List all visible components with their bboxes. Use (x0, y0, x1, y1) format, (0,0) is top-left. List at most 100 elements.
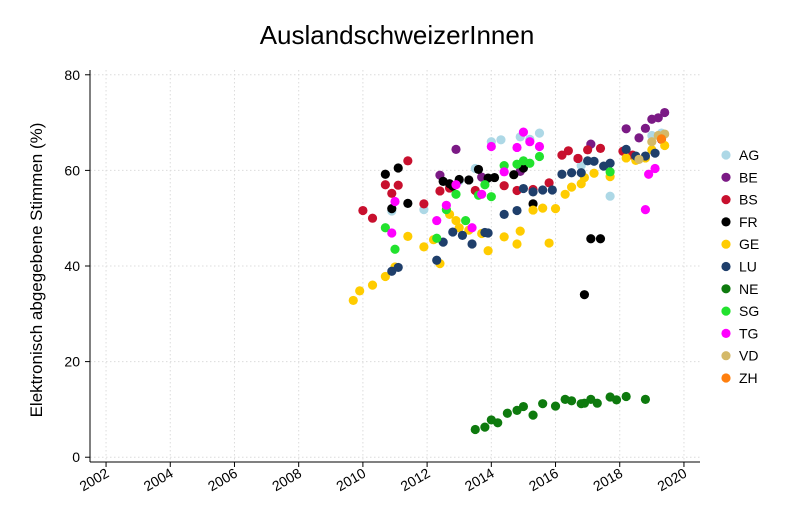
point-ne-6 (518, 401, 529, 412)
legend-label-fr: FR (739, 214, 758, 230)
point-ne-1 (480, 422, 490, 432)
point-sg-0 (380, 223, 390, 233)
x-tick-label-2: 2006 (205, 465, 240, 495)
point-ne-3 (493, 418, 503, 428)
point-lu-14 (547, 185, 557, 195)
point-ne-15 (592, 398, 602, 408)
point-be-1 (451, 144, 461, 154)
point-sg-12 (525, 158, 535, 168)
y-tick-label-1: 20 (64, 354, 80, 370)
point-ge-2 (367, 280, 378, 290)
point-lu-8 (483, 228, 493, 238)
legend-label-ne: NE (739, 281, 758, 297)
point-ge-15 (499, 232, 509, 242)
point-ge-18 (528, 205, 538, 215)
point-tg-5 (467, 223, 477, 233)
point-bs-6 (419, 199, 429, 209)
point-ne-9 (550, 401, 561, 411)
point-ge-22 (560, 189, 570, 199)
point-lu-15 (557, 169, 567, 179)
point-sg-13 (534, 151, 545, 162)
point-bs-18 (595, 143, 606, 153)
y-tick-label-2: 40 (64, 258, 80, 274)
point-ge-3 (380, 271, 390, 282)
point-lu-22 (621, 144, 631, 154)
chart-title: AuslandschweizerInnen (260, 20, 535, 50)
point-sg-5 (461, 215, 471, 226)
y-tick-label-4: 80 (64, 67, 80, 83)
point-ag-9 (576, 161, 586, 171)
legend-marker-ge (721, 239, 731, 249)
legend-label-be: BE (739, 169, 758, 185)
point-lu-12 (528, 187, 538, 197)
point-tg-0 (387, 228, 397, 238)
legend-marker-ag (721, 150, 731, 160)
point-ge-1 (355, 286, 365, 296)
legend-marker-be (721, 172, 731, 182)
point-tg-2 (432, 215, 442, 226)
legend-marker-ne (721, 284, 731, 294)
point-fr-11 (489, 172, 500, 183)
point-ag-5 (496, 135, 506, 145)
point-lu-25 (650, 148, 660, 158)
point-ge-23 (566, 182, 577, 192)
point-ge-5 (403, 231, 413, 241)
x-tick-label-7: 2016 (526, 465, 561, 495)
point-lu-10 (512, 205, 522, 216)
legend-marker-lu (721, 261, 731, 272)
point-bs-3 (387, 188, 397, 198)
point-lu-5 (457, 230, 468, 241)
point-sg-1 (390, 244, 400, 254)
x-tick-label-3: 2008 (269, 465, 304, 495)
legend-marker-fr (721, 217, 731, 227)
point-fr-16 (586, 234, 596, 244)
point-lu-9 (499, 209, 509, 219)
legend-label-zh: ZH (739, 370, 758, 386)
point-bs-17 (583, 145, 593, 155)
point-lu-17 (576, 168, 586, 178)
point-tg-13 (640, 204, 651, 215)
point-ne-18 (621, 391, 631, 402)
point-ne-7 (528, 410, 538, 420)
axes: 0 20 40 60 80 2002 2004 2006 2008 2010 2012 2014 201… (64, 67, 700, 494)
point-ge-20 (544, 238, 554, 248)
point-tg-7 (486, 141, 496, 152)
point-tg-1 (390, 196, 400, 207)
point-fr-17 (595, 234, 606, 244)
point-lu-13 (538, 185, 548, 195)
legend-label-sg: SG (739, 303, 759, 319)
y-tick-label-3: 60 (64, 162, 80, 178)
point-zh-0 (656, 134, 667, 144)
point-tg-11 (525, 137, 535, 147)
point-ge-19 (538, 203, 548, 213)
point-sg-14 (605, 167, 615, 177)
x-tick-label-1: 2004 (141, 465, 176, 495)
point-fr-1 (387, 204, 397, 214)
y-tick-label-0: 0 (72, 449, 80, 465)
point-tg-9 (512, 142, 522, 153)
point-ge-28 (621, 153, 631, 163)
point-bs-7 (435, 186, 445, 196)
point-be-10 (653, 113, 663, 123)
point-lu-11 (518, 183, 529, 194)
x-tick-label-5: 2012 (398, 465, 433, 495)
point-bs-13 (544, 178, 554, 188)
x-tick-label-8: 2018 (590, 465, 625, 495)
legend-label-bs: BS (739, 192, 758, 208)
point-vd-1 (647, 137, 657, 147)
point-ne-17 (611, 395, 622, 405)
legend-marker-sg (721, 306, 731, 316)
point-tg-3 (441, 200, 451, 210)
x-tick-label-0: 2002 (77, 465, 112, 495)
point-ag-10 (605, 191, 615, 201)
point-sg-7 (480, 180, 490, 190)
x-tick-label-9: 2020 (654, 465, 689, 495)
point-lu-6 (467, 239, 477, 249)
point-fr-8 (464, 175, 474, 185)
point-lu-1 (393, 262, 403, 273)
point-bs-2 (380, 180, 390, 190)
x-tick-label-4: 2010 (333, 465, 368, 495)
point-fr-0 (380, 169, 390, 179)
legend-marker-bs (721, 195, 731, 205)
y-axis-label: Elektronisch abgegebene Stimmen (%) (27, 123, 46, 418)
